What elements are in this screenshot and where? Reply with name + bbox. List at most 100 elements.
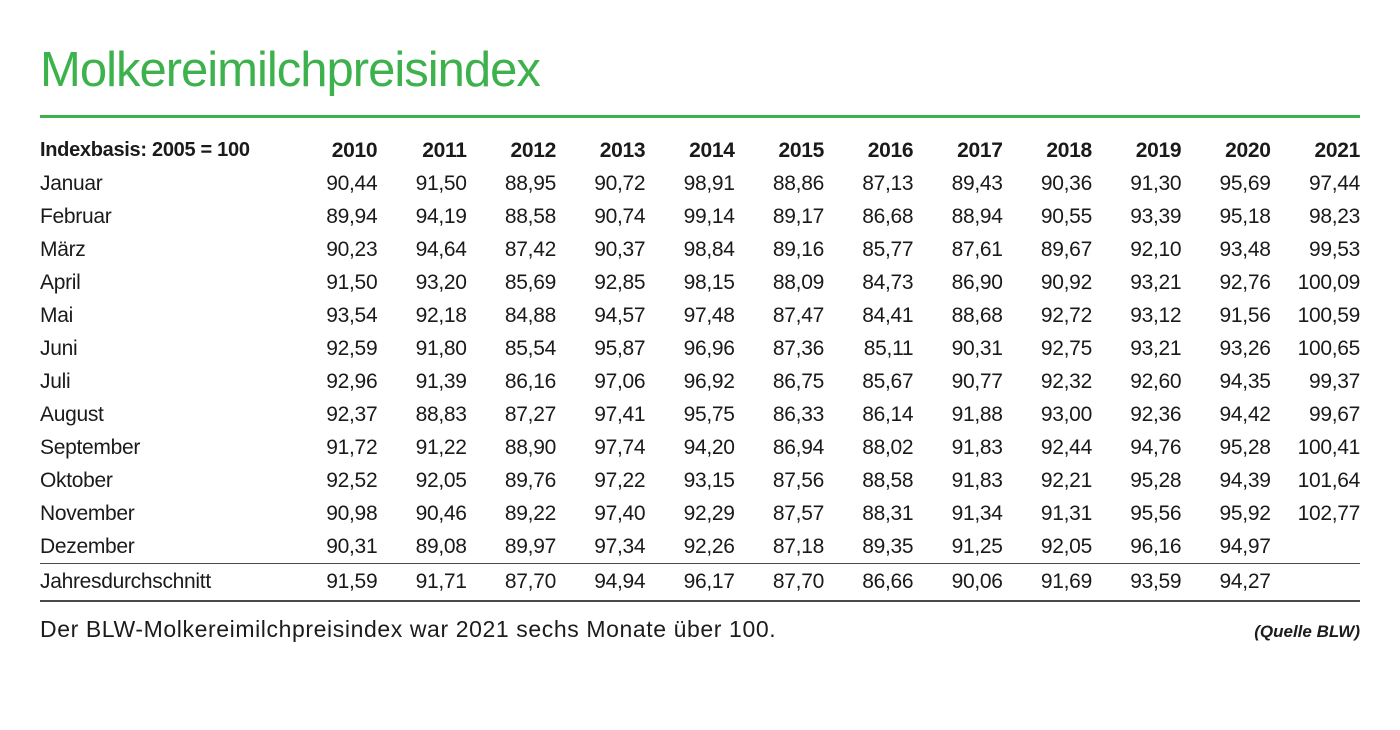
index-value-cell: 87,13 xyxy=(862,171,914,195)
index-value-cell: 91,31 xyxy=(1040,501,1092,525)
index-value-cell: 90,98 xyxy=(326,501,378,525)
index-value-cell: 90,77 xyxy=(951,369,1003,393)
index-value-cell: 86,16 xyxy=(504,369,556,393)
index-value-cell: 93,39 xyxy=(1130,204,1182,228)
index-value-cell: 91,39 xyxy=(415,369,467,393)
index-value-cell: 87,18 xyxy=(772,534,824,558)
index-value-cell: 92,85 xyxy=(594,270,646,294)
index-value-cell: 85,69 xyxy=(504,270,556,294)
table-row: Januar 90,44 91,50 88,95 90,72 98,91 88,86 87,1… xyxy=(40,167,1360,200)
index-value-cell: 89,22 xyxy=(504,501,556,525)
index-value-cell: 91,72 xyxy=(326,435,378,459)
index-value-cell: 99,14 xyxy=(683,204,735,228)
table-row: April 91,50 93,20 85,69 92,85 98,15 88,09 84,73… xyxy=(40,266,1360,299)
index-value-cell: 91,69 xyxy=(1002,563,1092,602)
index-value-cell: 94,94 xyxy=(555,563,646,602)
index-value-cell: 98,84 xyxy=(683,237,735,261)
index-value-cell: 98,91 xyxy=(683,171,735,195)
index-value-cell: 90,92 xyxy=(1040,270,1092,294)
index-value-cell: 92,60 xyxy=(1130,369,1182,393)
index-value-cell: 92,59 xyxy=(326,336,378,360)
index-value-cell: 98,23 xyxy=(1308,204,1360,228)
index-value-cell: 95,28 xyxy=(1130,468,1182,492)
index-value-cell: 89,67 xyxy=(1040,237,1092,261)
index-value-cell: 88,83 xyxy=(415,402,467,426)
index-value-cell: 97,44 xyxy=(1308,171,1360,195)
year-column-header: 2015 xyxy=(778,138,824,162)
index-value-cell: 88,90 xyxy=(504,435,556,459)
index-value-cell: 93,48 xyxy=(1219,237,1271,261)
index-value-cell: 84,41 xyxy=(862,303,914,327)
footer-note: Der BLW-Molkereimilchpreisindex war 2021… xyxy=(40,616,777,642)
index-value-cell: 92,96 xyxy=(326,369,378,393)
index-value-cell: 91,71 xyxy=(377,563,467,602)
footer: Der BLW-Molkereimilchpreisindex war 2021… xyxy=(40,616,1360,643)
year-column-header: 2017 xyxy=(957,138,1003,162)
index-value-cell: 89,17 xyxy=(772,204,824,228)
table-row: Juli 92,96 91,39 86,16 97,06 96,92 86,75 85,67 9… xyxy=(40,365,1360,398)
row-label: September xyxy=(40,435,141,459)
index-value-cell: 100,41 xyxy=(1297,435,1361,459)
index-value-cell: 93,26 xyxy=(1219,336,1271,360)
index-value-cell: 88,58 xyxy=(862,468,914,492)
year-column-header: 2018 xyxy=(1046,138,1092,162)
index-value-cell: 90,46 xyxy=(415,501,467,525)
row-label: Mai xyxy=(40,303,73,327)
index-value-cell: 92,36 xyxy=(1130,402,1182,426)
index-value-cell: 86,90 xyxy=(951,270,1003,294)
index-value-cell: 87,70 xyxy=(734,563,824,602)
index-value-cell: 92,05 xyxy=(415,468,467,492)
index-value-cell: 93,20 xyxy=(415,270,467,294)
milk-price-index-table: Indexbasis: 2005 = 100 2010 2011 2012 2013 20… xyxy=(40,134,1360,602)
index-value-cell: 85,77 xyxy=(862,237,914,261)
index-value-cell: 90,37 xyxy=(594,237,646,261)
index-value-cell: 88,86 xyxy=(772,171,824,195)
index-value-cell: 97,06 xyxy=(594,369,646,393)
index-value-cell: 91,34 xyxy=(951,501,1003,525)
index-value-cell: 88,02 xyxy=(862,435,914,459)
table-row: November 90,98 90,46 89,22 97,40 92,29 87,57 88… xyxy=(40,497,1360,530)
index-value-cell: 92,76 xyxy=(1219,270,1271,294)
index-value-cell: 87,36 xyxy=(772,336,824,360)
summary-row: Jahresdurchschnitt 91,59 91,71 87,70 94,94 96… xyxy=(40,563,1360,602)
index-value-cell: 90,72 xyxy=(594,171,646,195)
index-value-cell: 91,83 xyxy=(951,468,1003,492)
source-label: (Quelle BLW) xyxy=(1254,622,1360,641)
index-value-cell: 89,43 xyxy=(951,171,1003,195)
index-value-cell: 99,37 xyxy=(1308,369,1360,393)
index-value-cell: 90,06 xyxy=(913,563,1003,602)
index-value-cell: 91,50 xyxy=(415,171,467,195)
index-value-cell: 96,17 xyxy=(645,563,735,602)
index-value-cell: 92,05 xyxy=(1040,534,1092,558)
index-value-cell: 92,26 xyxy=(683,534,735,558)
index-value-cell: 95,92 xyxy=(1219,501,1271,525)
index-value-cell: 86,68 xyxy=(862,204,914,228)
index-value-cell: 86,75 xyxy=(772,369,824,393)
index-value-cell: 87,57 xyxy=(772,501,824,525)
table-body: Januar 90,44 91,50 88,95 90,72 98,91 88,86 87,1… xyxy=(40,167,1361,602)
index-value-cell: 92,18 xyxy=(415,303,467,327)
index-value-cell: 88,95 xyxy=(504,171,556,195)
index-value-cell: 94,76 xyxy=(1130,435,1182,459)
index-value-cell: 86,66 xyxy=(823,563,914,602)
index-value-cell: 90,44 xyxy=(326,171,378,195)
index-value-cell: 91,80 xyxy=(415,336,467,360)
index-value-cell: 92,10 xyxy=(1130,237,1182,261)
table-row: Oktober 92,52 92,05 89,76 97,22 93,15 87,56 88,… xyxy=(40,464,1360,497)
table-row: August 92,37 88,83 87,27 97,41 95,75 86,33 86,1… xyxy=(40,398,1360,431)
row-label: Juli xyxy=(40,369,71,393)
index-value-cell: 94,57 xyxy=(594,303,646,327)
row-label: April xyxy=(40,270,81,294)
index-value-cell: 93,12 xyxy=(1130,303,1182,327)
index-value-cell: 95,56 xyxy=(1130,501,1182,525)
index-value-cell: 92,29 xyxy=(683,501,735,525)
index-value-cell: 93,59 xyxy=(1091,563,1182,602)
index-value-cell: 100,09 xyxy=(1297,270,1361,294)
index-value-cell: 90,23 xyxy=(326,237,378,261)
table-row: Dezember 90,31 89,08 89,97 97,34 92,26 87,18 89… xyxy=(40,530,1360,564)
index-value-cell: 101,64 xyxy=(1297,468,1361,492)
index-value-cell xyxy=(1270,563,1360,602)
index-value-cell: 87,56 xyxy=(772,468,824,492)
row-label: Oktober xyxy=(40,468,113,492)
index-value-cell: 97,40 xyxy=(594,501,646,525)
